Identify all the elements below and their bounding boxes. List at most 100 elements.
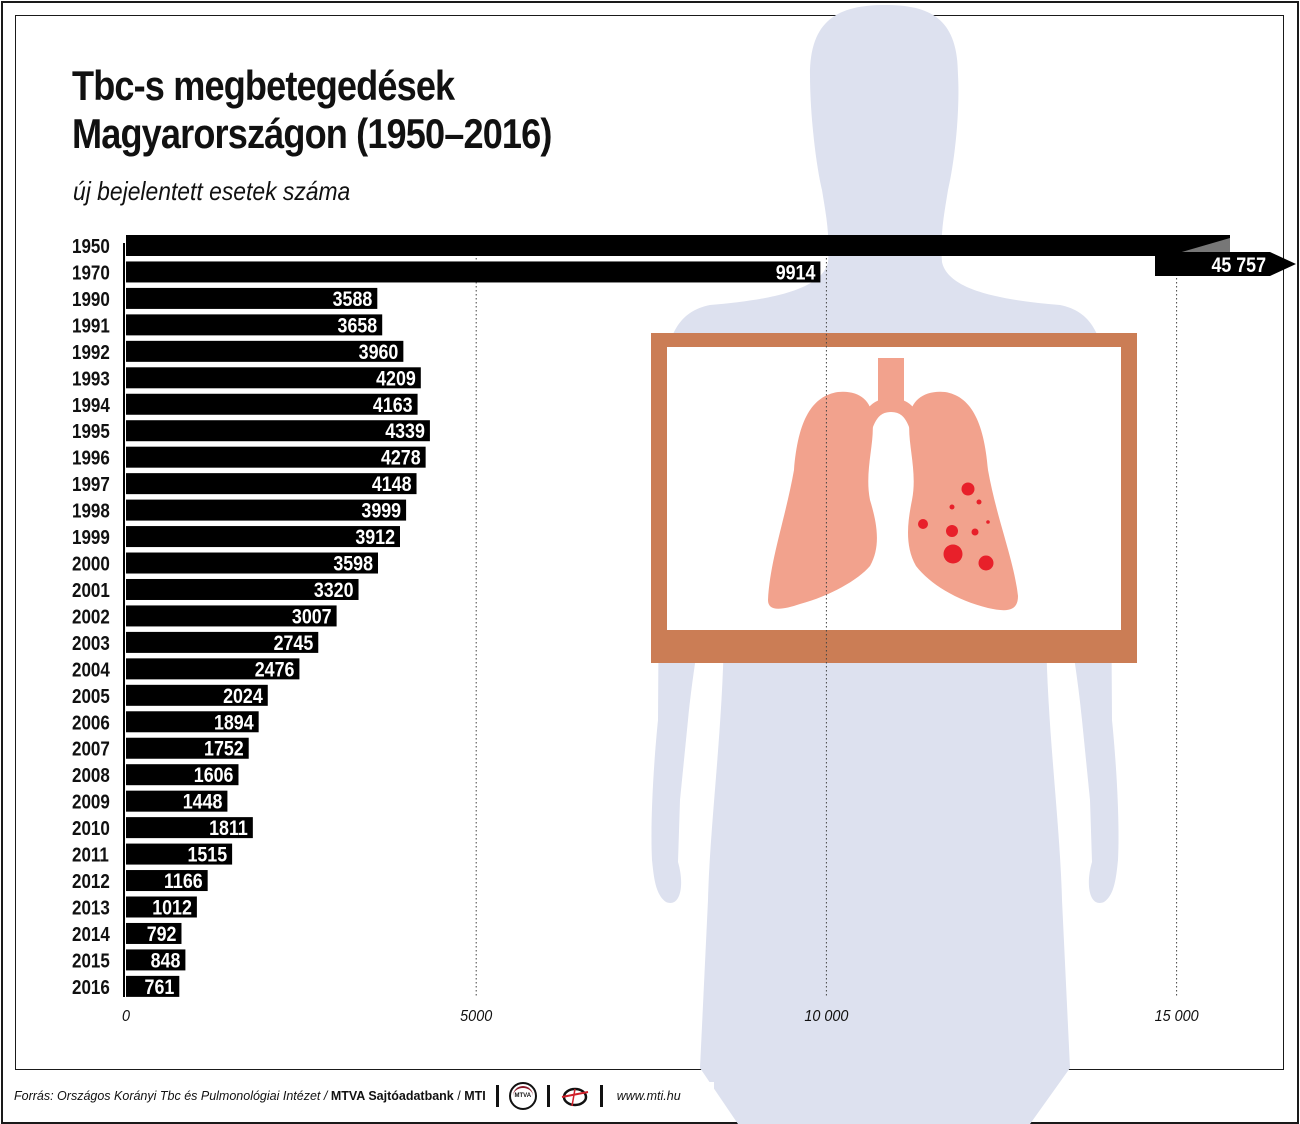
- data-label: 1515: [187, 843, 227, 867]
- category-label: 1970: [72, 261, 110, 284]
- category-label: 2006: [72, 711, 110, 734]
- data-label: 3912: [355, 526, 395, 550]
- data-label: 792: [147, 923, 177, 947]
- category-label: 2000: [72, 552, 110, 575]
- category-label: 1999: [72, 526, 110, 549]
- bar: [126, 975, 180, 997]
- x-tick-label: 15 000: [1155, 1007, 1200, 1025]
- lungs-xray-icon: [651, 333, 1137, 663]
- mti-logo-icon: [561, 1087, 588, 1107]
- data-label: 3658: [338, 314, 378, 338]
- category-label: 2004: [72, 658, 110, 681]
- bar: [126, 764, 239, 786]
- bar: [126, 314, 383, 336]
- bar: [126, 737, 249, 759]
- bar: [126, 235, 1230, 256]
- bar: [126, 446, 426, 468]
- footer-url: www.mti.hu: [616, 1089, 681, 1103]
- bars-layer: 1950 45 757 1970 9914 1990 3588 1991 3658 1992 39…: [72, 235, 1296, 1000]
- data-label: 4339: [385, 420, 425, 444]
- data-label: 2024: [223, 685, 263, 709]
- data-label: 1448: [183, 790, 223, 814]
- category-label: 2014: [72, 923, 110, 946]
- data-label: 1012: [152, 896, 192, 920]
- data-label: 4163: [373, 393, 413, 417]
- category-label: 2005: [72, 685, 110, 708]
- category-label: 1993: [72, 367, 110, 390]
- bar: [126, 949, 186, 971]
- x-tick-label: 10 000: [804, 1007, 849, 1025]
- data-label: 3007: [292, 605, 332, 629]
- bar: [126, 367, 421, 389]
- category-label: 2012: [72, 870, 110, 893]
- category-label: 1992: [72, 341, 110, 364]
- bar: [126, 658, 300, 680]
- category-label: 2009: [72, 790, 110, 813]
- category-label: 2011: [72, 843, 109, 866]
- chart-subtitle: új bejelentett esetek száma: [73, 176, 351, 206]
- bar: [126, 499, 407, 521]
- footer-slash: /: [457, 1089, 461, 1103]
- grid-layer: [475, 258, 1178, 998]
- mtva-logo-text: MTVA: [514, 1093, 532, 1099]
- mtva-logo-icon: MTVA: [508, 1082, 537, 1110]
- data-label: 3588: [333, 288, 373, 312]
- category-label: 1994: [72, 393, 110, 416]
- bar: [126, 631, 319, 653]
- data-label: 9914: [776, 261, 816, 285]
- data-label: 1811: [209, 817, 248, 841]
- data-label: 45 757: [1211, 254, 1266, 278]
- footer-source: Forrás: Országos Korányi Tbc és Pulmonol…: [14, 1089, 328, 1103]
- chart-title-line2: Magyarországon (1950–2016): [72, 110, 552, 157]
- category-label: 2016: [72, 976, 110, 999]
- bar: [126, 393, 418, 415]
- category-label: 1995: [72, 420, 110, 443]
- x-axis-ticks: 0 5000 10 000 15 000: [122, 1007, 1199, 1025]
- bar: [126, 922, 182, 944]
- bar: [126, 711, 259, 733]
- data-label: 1606: [194, 764, 234, 788]
- footer-divider: [599, 1085, 603, 1107]
- bar: [126, 817, 253, 839]
- category-label: 2003: [72, 632, 110, 655]
- data-label: 848: [151, 949, 181, 973]
- bar: [126, 605, 337, 627]
- footer-divider: [495, 1085, 499, 1107]
- bar: [126, 578, 359, 600]
- bar: [126, 473, 417, 495]
- x-tick-label: 5000: [460, 1007, 493, 1025]
- data-label: 1166: [164, 870, 203, 894]
- bar-fold: [1168, 238, 1230, 256]
- category-label: 1991: [72, 314, 110, 337]
- data-label: 4278: [381, 446, 421, 470]
- bar: [126, 420, 430, 442]
- data-label: 761: [145, 976, 175, 1000]
- category-label: 1996: [72, 446, 110, 469]
- bar: [126, 526, 400, 548]
- data-label: 1752: [204, 737, 244, 761]
- category-label: 1997: [72, 473, 110, 496]
- overflow-arrow: [1270, 252, 1296, 276]
- category-label: 2001: [72, 579, 110, 602]
- category-label: 2007: [72, 737, 110, 760]
- category-label: 2008: [72, 764, 110, 787]
- data-label: 4148: [372, 473, 412, 497]
- data-label: 2476: [255, 658, 295, 682]
- data-label: 3960: [359, 341, 399, 365]
- bar-overflow-tab: [1155, 252, 1270, 276]
- bar: [126, 896, 197, 918]
- category-label: 1998: [72, 499, 110, 522]
- bar: [126, 261, 821, 283]
- chart-title: Tbc-s megbetegedések Magyarországon (195…: [72, 62, 552, 158]
- footer: Forrás: Országos Korányi Tbc és Pulmonol…: [14, 1082, 714, 1110]
- data-label: 3320: [314, 579, 354, 603]
- bar: [126, 870, 208, 892]
- footer-divider: [546, 1085, 550, 1107]
- bar: [126, 340, 404, 362]
- category-label: 1990: [72, 288, 110, 311]
- category-label: 2010: [72, 817, 110, 840]
- bar: [126, 552, 379, 574]
- chart-title-line1: Tbc-s megbetegedések: [72, 62, 455, 109]
- inner-frame: [15, 15, 1284, 1070]
